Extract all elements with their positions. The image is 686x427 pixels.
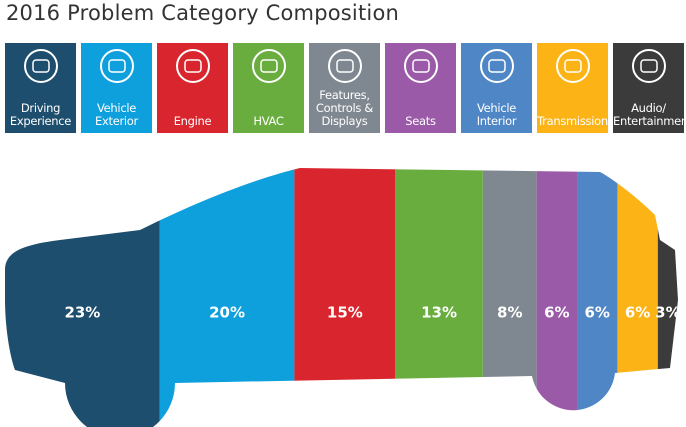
composition-segment <box>395 168 483 427</box>
category-label: Driving Experience <box>9 101 72 128</box>
value-label: 20% <box>209 304 245 322</box>
category-icon <box>252 49 286 83</box>
icon-ring <box>480 49 514 83</box>
value-label: 6% <box>585 304 610 322</box>
category-label: Seats <box>405 114 436 128</box>
value-label: 23% <box>64 304 100 322</box>
icon-ring <box>556 49 590 83</box>
category-tile: Transmission <box>537 43 608 133</box>
icon-glyph <box>412 59 430 73</box>
category-tile: Audio/ Entertainment <box>613 43 686 133</box>
category-icon <box>480 49 514 83</box>
composition-segment <box>5 168 160 427</box>
icon-ring <box>252 49 286 83</box>
category-icon <box>328 49 362 83</box>
value-label: 8% <box>497 304 522 322</box>
icon-ring <box>24 49 58 83</box>
category-tile: Vehicle Interior <box>461 43 532 133</box>
category-label: HVAC <box>253 114 284 128</box>
icon-ring <box>404 49 438 83</box>
icon-ring <box>328 49 362 83</box>
chart-title: 2016 Problem Category Composition <box>6 1 399 25</box>
car-body <box>5 168 678 427</box>
category-icon <box>100 49 134 83</box>
value-label: 13% <box>421 304 457 322</box>
category-label: Vehicle Interior <box>476 101 517 128</box>
value-label: 15% <box>327 304 363 322</box>
category-icon <box>556 49 590 83</box>
category-tile: Engine <box>157 43 228 133</box>
icon-glyph <box>260 59 278 73</box>
value-label: 6% <box>625 304 650 322</box>
value-labels: 23% 20% 15% 13% 8% 6% 6% 6% 3% <box>64 304 680 322</box>
icon-glyph <box>564 59 582 73</box>
category-tile: HVAC <box>233 43 304 133</box>
category-label: Engine <box>173 114 212 128</box>
category-label: Transmission <box>537 114 608 128</box>
category-label: Vehicle Exterior <box>95 101 138 128</box>
composition-segment <box>159 168 295 427</box>
icon-glyph <box>488 59 506 73</box>
icon-glyph <box>32 59 50 73</box>
composition-segment <box>617 168 658 427</box>
composition-segment <box>577 168 618 427</box>
value-label: 3% <box>655 304 680 322</box>
icon-glyph <box>640 59 658 73</box>
icon-glyph <box>108 59 126 73</box>
category-tile: Driving Experience <box>5 43 76 133</box>
icon-ring <box>100 49 134 83</box>
category-label: Audio/ Entertainment <box>613 101 686 128</box>
icon-glyph <box>336 59 354 73</box>
icon-ring <box>632 49 666 83</box>
car-chart: 23% 20% 15% 13% 8% 6% 6% 6% 3% <box>5 168 681 427</box>
category-icon <box>176 49 210 83</box>
icon-ring <box>176 49 210 83</box>
category-icon <box>24 49 58 83</box>
category-label: Features, Controls & Displays <box>315 88 374 128</box>
composition-segment <box>536 168 578 427</box>
composition-segment <box>657 168 678 427</box>
category-tile: Vehicle Exterior <box>81 43 152 133</box>
category-tile: Features, Controls & Displays <box>309 43 380 133</box>
composition-segment <box>294 168 396 427</box>
category-tile: Seats <box>385 43 456 133</box>
value-label: 6% <box>544 304 569 322</box>
category-icon <box>404 49 438 83</box>
composition-segment <box>482 168 537 427</box>
category-icon <box>632 49 666 83</box>
icon-glyph <box>184 59 202 73</box>
